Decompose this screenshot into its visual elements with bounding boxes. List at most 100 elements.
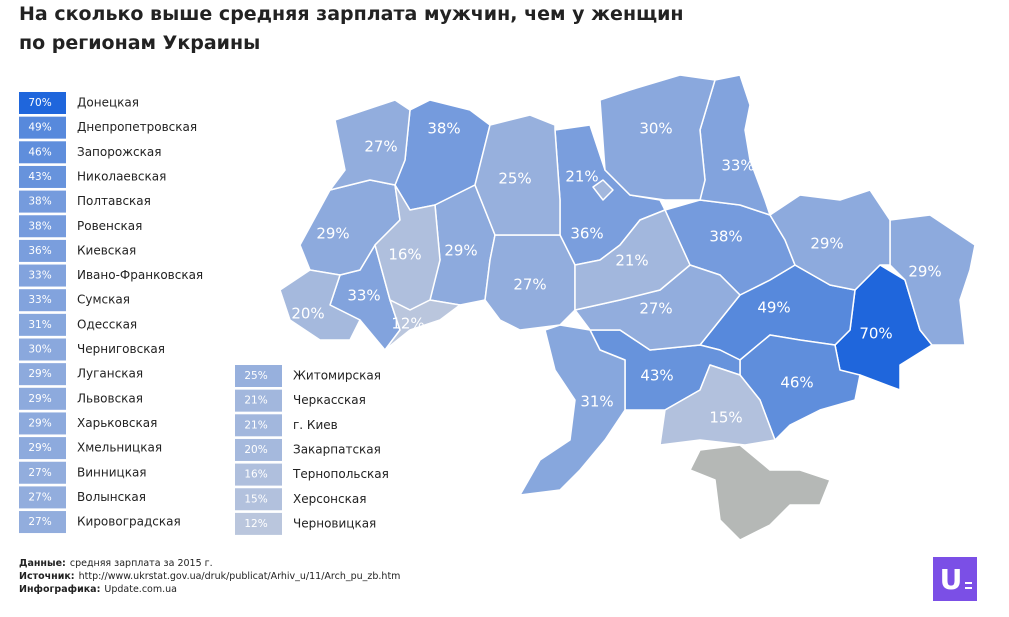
- footer-line: Инфографика: Update.com.ua: [19, 584, 177, 595]
- legend-name: Волынская: [77, 490, 146, 504]
- legend-value: 12%: [244, 518, 267, 530]
- legend-name: Ивано-Франковская: [77, 268, 203, 282]
- legend-value: 43%: [28, 171, 51, 183]
- legend-name: Хмельницкая: [77, 441, 162, 455]
- legend-value: 38%: [28, 196, 51, 208]
- region-label: 21%: [615, 252, 648, 270]
- legend-name: Черновицкая: [293, 516, 376, 530]
- region-label: 30%: [639, 120, 672, 138]
- region-label: 21%: [565, 168, 598, 186]
- legend-value: 29%: [28, 417, 51, 429]
- legend-swatch: [19, 437, 66, 460]
- legend-name: Кировоградская: [77, 515, 181, 529]
- title-line-2: по регионам Украины: [19, 32, 260, 54]
- legend-value: 29%: [28, 442, 51, 454]
- footer-line: Источник: http://www.ukrstat.gov.ua/druk/…: [19, 571, 400, 582]
- footer-label: Инфографика:: [19, 584, 100, 595]
- legend-name: Черниговская: [77, 342, 165, 356]
- region-label: 29%: [810, 235, 843, 253]
- region: [574, 209, 691, 311]
- legend-value: 33%: [28, 270, 51, 282]
- legend-value: 49%: [28, 122, 51, 134]
- crimea: [689, 444, 831, 541]
- legend-value: 21%: [244, 419, 267, 431]
- footer-line: Данные: средняя зарплата за 2015 г.: [19, 558, 213, 569]
- region-label: 49%: [757, 299, 790, 317]
- legend-name: Полтавская: [77, 194, 151, 208]
- legend-value: 15%: [244, 493, 267, 505]
- logo-mark: [965, 582, 972, 584]
- footer-label: Данные:: [19, 558, 66, 569]
- legend-value: 21%: [244, 395, 267, 407]
- legend-value: 33%: [28, 294, 51, 306]
- footer-text: средняя зарплата за 2015 г.: [70, 558, 213, 569]
- legend-swatch: [19, 363, 66, 386]
- legend-value: 27%: [28, 467, 51, 479]
- legend-value: 20%: [244, 444, 267, 456]
- legend-name: Львовская: [77, 391, 143, 405]
- region: [474, 114, 561, 236]
- legend-swatch: [235, 389, 282, 412]
- legend-value: 25%: [244, 370, 267, 382]
- region-label: 70%: [859, 325, 892, 343]
- legend-name: Харьковская: [77, 416, 157, 430]
- legend-swatch: [19, 215, 66, 238]
- legend-value: 29%: [28, 368, 51, 380]
- legend-swatch: [235, 488, 282, 511]
- legend-swatch: [19, 190, 66, 213]
- legend-name: Тернопольская: [292, 467, 389, 481]
- region-label: 29%: [908, 263, 941, 281]
- legend-swatch: [235, 414, 282, 437]
- region-label: 27%: [364, 138, 397, 156]
- logo-box: [933, 557, 977, 601]
- region-label: 31%: [580, 393, 613, 411]
- legend-value: 30%: [28, 344, 51, 356]
- region-label: 29%: [316, 225, 349, 243]
- legend-swatch: [235, 512, 282, 535]
- legend-swatch: [19, 92, 66, 114]
- legend-name: Одесская: [77, 317, 137, 331]
- legend-swatch: [19, 116, 66, 139]
- region: [599, 74, 716, 201]
- region-label: 43%: [640, 367, 673, 385]
- footer-text: http://www.ukrstat.gov.ua/druk/publicat/…: [79, 571, 401, 582]
- legend-name: Днепропетровская: [77, 120, 197, 134]
- legend-swatch: [19, 486, 66, 509]
- region-label: 36%: [570, 225, 603, 243]
- legend-name: Винницкая: [77, 465, 147, 479]
- region-label: 38%: [427, 120, 460, 138]
- legend-name: Запорожская: [77, 145, 161, 159]
- legend-name: Ровенская: [77, 219, 142, 233]
- legend-swatch: [19, 412, 66, 435]
- legend-value: 16%: [244, 469, 267, 481]
- legend-name: Херсонская: [293, 492, 366, 506]
- footer-text: Update.com.ua: [104, 584, 177, 595]
- region: [659, 364, 776, 446]
- region-label: 16%: [388, 246, 421, 264]
- legend-swatch: [235, 438, 282, 461]
- region: [769, 189, 891, 291]
- legend: 70% Донецкая 49% Днепропетровская 46% Запорож…: [19, 92, 389, 535]
- legend-name: Сумская: [77, 293, 130, 307]
- legend-name: Донецкая: [77, 96, 139, 110]
- legend-value: 29%: [28, 393, 51, 405]
- legend-swatch: [19, 141, 66, 164]
- region-label: 33%: [721, 157, 754, 175]
- legend-value: 27%: [28, 516, 51, 528]
- legend-swatch: [19, 387, 66, 410]
- legend-name: Черкасская: [293, 393, 366, 407]
- region: [519, 324, 626, 496]
- region-label: 29%: [444, 242, 477, 260]
- legend-name: Луганская: [77, 367, 143, 381]
- legend-swatch: [235, 463, 282, 486]
- region: [279, 269, 361, 341]
- legend-swatch: [19, 289, 66, 312]
- legend-swatch: [19, 239, 66, 262]
- region-label: 12%: [391, 315, 424, 333]
- legend-name: г. Киев: [293, 418, 338, 432]
- legend-name: Николаевская: [77, 169, 166, 183]
- legend-value: 27%: [28, 491, 51, 503]
- region: [592, 179, 614, 201]
- footer: Данные: средняя зарплата за 2015 г. Источн…: [19, 558, 400, 595]
